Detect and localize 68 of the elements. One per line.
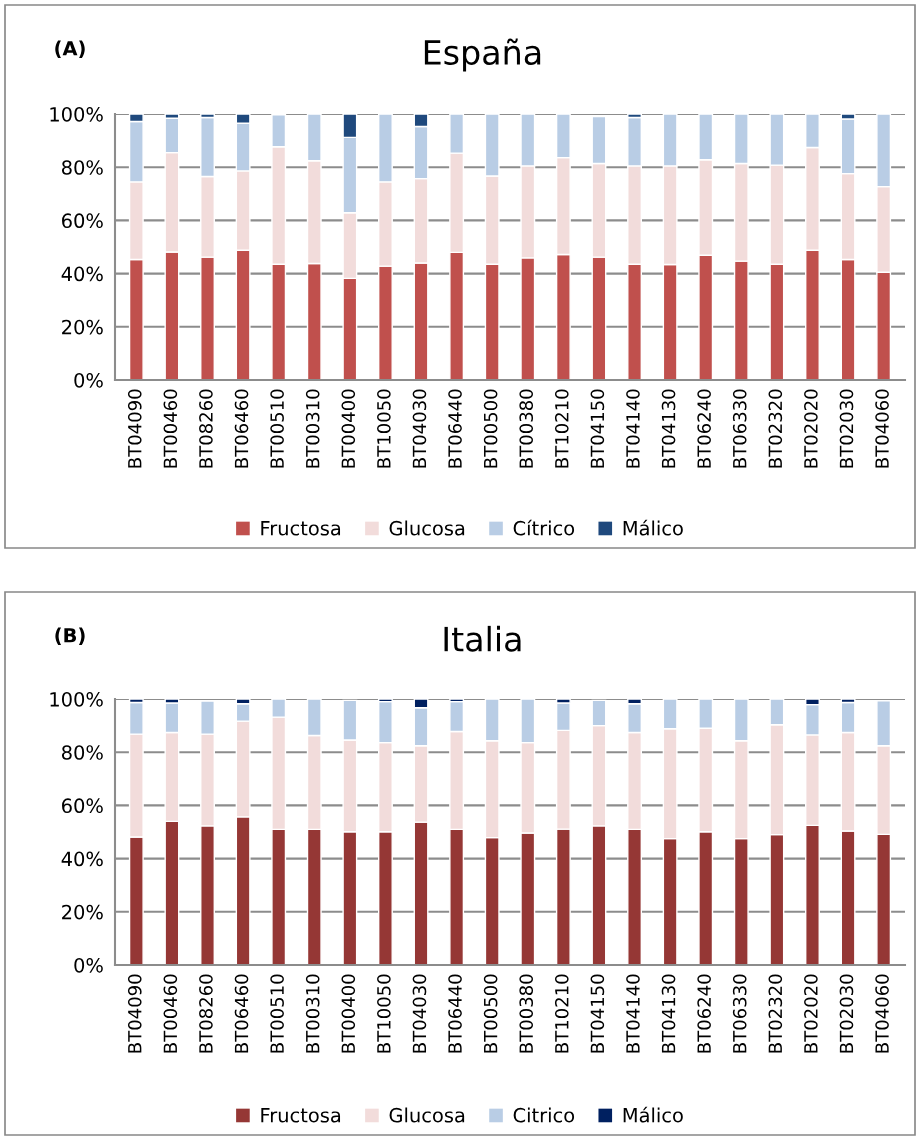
y-tick-label: 40%	[61, 266, 103, 282]
x-tick-label: BT00500	[483, 389, 498, 468]
legend-label: Citrico	[513, 1107, 575, 1123]
y-tick-label: 0%	[74, 957, 103, 973]
x-tick-label: BT06440	[448, 389, 462, 468]
x-tick-label: BT00400	[341, 974, 356, 1053]
x-tick-label: BT06440	[448, 974, 462, 1053]
x-tick-label: BT06330	[732, 389, 747, 468]
legend-label: Málico	[623, 1106, 683, 1123]
y-tick-label: 20%	[62, 319, 103, 335]
x-tick-label: BT02320	[768, 974, 783, 1053]
x-tick-label: BT02320	[768, 389, 783, 468]
x-tick-label: BT00380	[519, 974, 534, 1053]
x-tick-label: BT04030	[412, 974, 427, 1053]
x-tick-label: BT04060	[875, 974, 889, 1053]
y-tick-label: 80%	[61, 745, 103, 760]
y-tick-label: 100%	[50, 106, 103, 122]
x-tick-label: BT04030	[412, 389, 427, 468]
y-tick-label: 0%	[74, 372, 103, 388]
y-tick-label: 40%	[61, 851, 103, 867]
x-tick-label: BT06330	[732, 974, 747, 1053]
x-tick-label: BT00400	[341, 389, 356, 468]
x-tick-label: BT02020	[804, 974, 818, 1053]
x-tick-label: BT02030	[839, 974, 854, 1053]
chart-title: Italia	[444, 625, 521, 652]
x-tick-label: BT04140	[626, 974, 640, 1053]
x-tick-label: BT04140	[626, 389, 640, 468]
legend-label: Fructosa	[261, 1108, 341, 1123]
x-tick-label: BT04130	[661, 974, 676, 1053]
legend-label: Fructosa	[261, 521, 341, 536]
legend-label: Glucosa	[389, 1107, 465, 1123]
x-tick-label: BT06460	[234, 974, 249, 1053]
x-tick-label: BT04150	[590, 389, 605, 468]
x-tick-label: BT06240	[697, 389, 711, 468]
x-tick-label: BT10210	[554, 974, 569, 1053]
x-tick-label: BT04090	[127, 974, 142, 1053]
legend-label: Cítrico	[513, 519, 575, 536]
legend-label: Glucosa	[389, 520, 465, 536]
text: (A)	[55, 40, 85, 58]
x-tick-label: BT00380	[519, 389, 534, 468]
x-tick-label: BT08260	[199, 974, 213, 1053]
x-tick-label: BT10210	[554, 389, 569, 468]
x-tick-label: BT00500	[483, 974, 498, 1053]
y-tick-label: 100%	[50, 691, 103, 707]
x-tick-label: BT00510	[270, 389, 284, 468]
y-tick-label: 60%	[62, 798, 103, 814]
x-tick-label: BT00460	[163, 389, 178, 468]
x-tick-label: BT06240	[697, 974, 711, 1053]
x-tick-label: BT00310	[305, 974, 320, 1053]
x-tick-label: BT08260	[199, 389, 213, 468]
y-tick-label: 80%	[61, 160, 103, 175]
x-tick-label: BT02030	[839, 389, 854, 468]
x-tick-label: BT04150	[590, 974, 605, 1053]
x-tick-label: BT00310	[305, 389, 320, 468]
text: (B)	[55, 627, 85, 645]
x-tick-label: BT02020	[804, 389, 818, 468]
y-tick-label: 20%	[62, 904, 103, 920]
x-tick-label: BT04060	[875, 389, 889, 468]
x-tick-label: BT10050	[377, 389, 391, 468]
x-tick-label: BT00460	[163, 974, 178, 1053]
chart-title: España	[424, 38, 541, 72]
y-tick-label: 60%	[62, 213, 103, 229]
legend-label: Málico	[623, 519, 683, 536]
x-tick-label: BT04090	[127, 389, 142, 468]
x-tick-label: BT10050	[377, 974, 391, 1053]
x-tick-label: BT04130	[661, 389, 676, 468]
x-tick-label: BT06460	[234, 389, 249, 468]
x-tick-label: BT00510	[270, 974, 284, 1053]
